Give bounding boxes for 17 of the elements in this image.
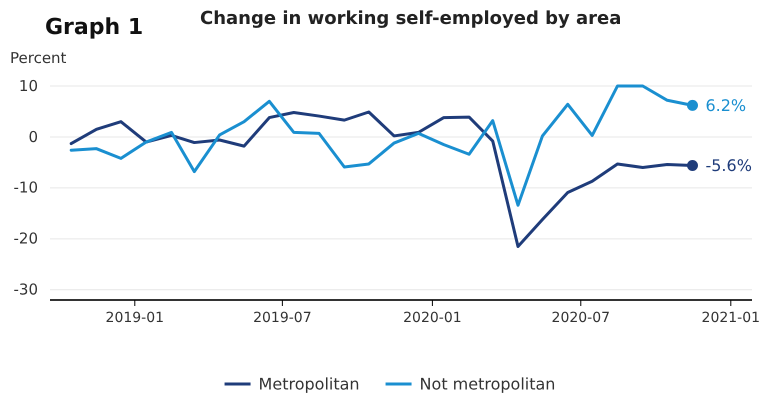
y-tick-label: -30 <box>14 280 38 299</box>
x-tick-label: 2019-07 <box>253 310 312 326</box>
x-tick-label: 2020-01 <box>403 310 462 326</box>
legend-label: Not metropolitan <box>420 374 556 394</box>
y-tick-label: -10 <box>14 178 38 197</box>
data-label: -5.6% <box>705 156 752 176</box>
x-tick-label: 2019-01 <box>106 310 164 326</box>
data-label: 6.2% <box>705 96 746 115</box>
x-tick-label: 2020-07 <box>552 310 610 326</box>
chart-title: Change in working self-employed by area <box>200 8 622 29</box>
y-tick-label: 0 <box>28 128 38 146</box>
y-axis-title: Percent <box>10 49 67 67</box>
caption: Graph 1 <box>45 15 144 40</box>
legend-label: Metropolitan <box>258 374 360 394</box>
y-tick-label: 10 <box>18 76 38 95</box>
x-tick-label: 2021-01 <box>702 310 760 326</box>
y-tick-label: -20 <box>14 230 38 248</box>
